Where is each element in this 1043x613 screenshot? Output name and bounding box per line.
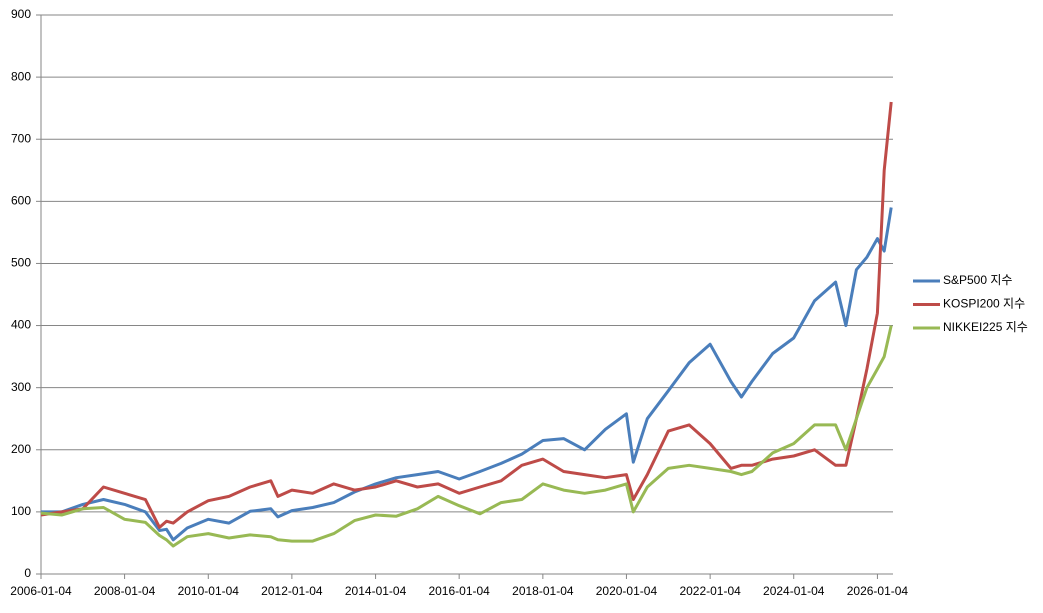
- y-tick-label: 200: [11, 442, 31, 456]
- x-tick-label: 2016-01-04: [428, 584, 490, 598]
- x-tick-label: 2022-01-04: [679, 584, 741, 598]
- y-tick-label: 900: [11, 7, 31, 21]
- y-tick-label: 0: [24, 566, 31, 580]
- y-tick-label: 500: [11, 256, 31, 270]
- series-line: [41, 207, 893, 542]
- x-tick-label: 2014-01-04: [345, 584, 407, 598]
- legend-label: KOSPI200 지수: [943, 297, 1025, 311]
- x-tick-label: 2008-01-04: [94, 584, 156, 598]
- y-tick-label: 300: [11, 380, 31, 394]
- legend-label: NIKKEI225 지수: [943, 320, 1028, 334]
- y-tick-label: 700: [11, 131, 31, 145]
- x-tick-label: 2026-01-04: [847, 584, 909, 598]
- y-tick-label: 400: [11, 318, 31, 332]
- x-tick-label: 2018-01-04: [512, 584, 574, 598]
- x-tick-label: 2012-01-04: [261, 584, 323, 598]
- y-tick-label: 100: [11, 504, 31, 518]
- legend-label: S&P500 지수: [943, 273, 1012, 287]
- x-tick-label: 2006-01-04: [10, 584, 72, 598]
- series-line: [40, 101, 893, 529]
- x-tick-label: 2010-01-04: [178, 584, 240, 598]
- x-tick-label: 2024-01-04: [763, 584, 825, 598]
- x-tick-label: 2020-01-04: [596, 584, 658, 598]
- y-tick-label: 800: [11, 69, 31, 83]
- y-tick-label: 600: [11, 194, 31, 208]
- series-line: [40, 325, 893, 548]
